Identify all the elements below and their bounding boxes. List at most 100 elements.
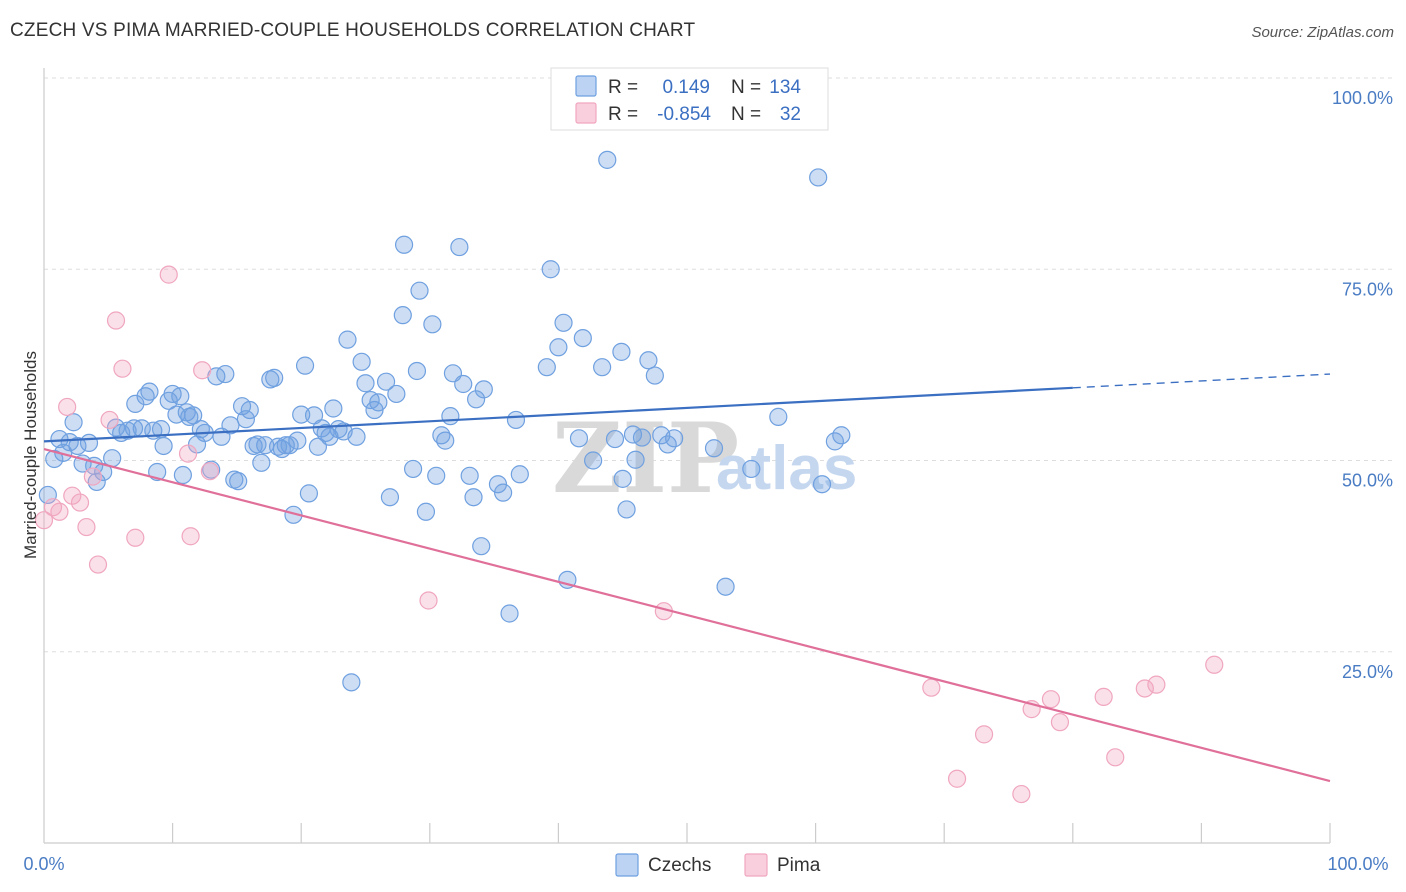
pima-point[interactable] [34, 511, 54, 530]
czechs-point[interactable] [569, 429, 589, 448]
pima-point[interactable] [193, 361, 212, 380]
czechs-point[interactable] [742, 459, 761, 479]
pima-point[interactable] [106, 311, 126, 330]
pima-point[interactable] [1012, 784, 1031, 804]
czechs-point[interactable] [140, 382, 159, 401]
czechs-point[interactable] [500, 604, 519, 623]
czechs-point[interactable] [229, 472, 248, 491]
pima-point[interactable] [100, 410, 119, 430]
czechs-point[interactable] [825, 432, 844, 451]
pima-point[interactable] [1050, 713, 1070, 732]
czechs-point[interactable] [450, 237, 469, 257]
czechs-point[interactable] [154, 436, 173, 456]
czechs-point[interactable] [436, 431, 455, 450]
pima-point[interactable] [58, 397, 77, 417]
czechs-point[interactable] [356, 374, 375, 393]
czechs-point[interactable] [171, 387, 190, 406]
czechs-point[interactable] [394, 235, 414, 254]
pima-point[interactable] [178, 444, 198, 463]
czechs-point[interactable] [276, 436, 295, 455]
czechs-point[interactable] [184, 406, 203, 425]
pima-point[interactable] [1094, 687, 1113, 706]
czechs-point[interactable] [474, 380, 493, 399]
czechs-point[interactable] [441, 407, 460, 426]
czechs-point[interactable] [549, 338, 568, 357]
pima-point[interactable] [63, 486, 82, 505]
pima-point[interactable] [83, 467, 102, 486]
czechs-point[interactable] [252, 453, 271, 472]
czechs-point[interactable] [380, 488, 400, 507]
pima-point[interactable] [181, 527, 200, 546]
czechs-point[interactable] [338, 330, 357, 349]
pima-point[interactable] [947, 769, 967, 788]
czechs-point[interactable] [352, 352, 371, 371]
pima-point[interactable] [974, 725, 994, 744]
czechs-point[interactable] [369, 393, 388, 412]
czechs-point[interactable] [221, 416, 240, 435]
czechs-point[interactable] [407, 361, 427, 381]
czechs-point[interactable] [510, 465, 529, 484]
czechs-point[interactable] [216, 364, 235, 384]
pima-point[interactable] [43, 498, 63, 517]
czechs-point[interactable] [506, 410, 526, 430]
czechs-point[interactable] [472, 537, 491, 556]
czechs-point[interactable] [626, 450, 645, 469]
pima-point[interactable] [1106, 748, 1125, 767]
pima-point[interactable] [200, 462, 219, 481]
pima-point[interactable] [70, 493, 90, 512]
bottom-legend-label-pima[interactable]: Pima [777, 855, 821, 876]
czechs-point[interactable] [45, 449, 64, 469]
bottom-legend-swatch-pima[interactable] [744, 853, 768, 877]
czechs-point[interactable] [79, 433, 99, 453]
czechs-point[interactable] [593, 358, 612, 377]
pima-point[interactable] [113, 359, 132, 378]
czechs-point[interactable] [427, 466, 446, 485]
czechs-point[interactable] [716, 577, 735, 596]
czechs-point[interactable] [665, 429, 684, 448]
czechs-point[interactable] [416, 502, 436, 521]
czechs-point[interactable] [376, 372, 396, 391]
czechs-point[interactable] [612, 342, 631, 361]
czechs-point[interactable] [466, 390, 486, 409]
pima-point[interactable] [50, 502, 69, 521]
czechs-point[interactable] [347, 427, 366, 446]
bottom-legend-label-czechs[interactable]: Czechs [648, 855, 711, 876]
czechs-point[interactable] [393, 306, 412, 325]
pima-point[interactable] [126, 528, 145, 547]
pima-point[interactable] [77, 517, 96, 537]
bottom-legend-swatch-czechs[interactable] [615, 853, 639, 877]
czechs-point[interactable] [236, 410, 256, 429]
czechs-point[interactable] [809, 168, 828, 187]
czechs-point[interactable] [812, 475, 832, 494]
czechs-point[interactable] [454, 374, 473, 394]
czechs-point[interactable] [537, 358, 556, 377]
czechs-point[interactable] [292, 405, 311, 424]
pima-point[interactable] [922, 678, 941, 697]
czechs-point[interactable] [387, 384, 406, 404]
czechs-point[interactable] [769, 407, 788, 426]
czechs-point[interactable] [645, 366, 664, 385]
czechs-point[interactable] [308, 437, 328, 456]
czechs-point[interactable] [464, 488, 483, 507]
czechs-point[interactable] [64, 413, 83, 432]
czechs-point[interactable] [613, 469, 632, 488]
pima-point[interactable] [1147, 675, 1166, 694]
czechs-point[interactable] [295, 356, 315, 375]
czechs-point[interactable] [494, 483, 513, 502]
source-label[interactable]: Source: ZipAtlas.com [1251, 24, 1394, 41]
pima-point[interactable] [159, 265, 178, 284]
czechs-point[interactable] [617, 500, 636, 519]
czechs-point[interactable] [423, 315, 442, 334]
czechs-point[interactable] [704, 439, 724, 458]
czechs-point[interactable] [573, 329, 592, 348]
czechs-point[interactable] [598, 150, 617, 169]
czechs-point[interactable] [541, 260, 560, 279]
czechs-point[interactable] [605, 429, 625, 449]
czechs-point[interactable] [68, 436, 87, 456]
pima-point[interactable] [419, 591, 438, 610]
pima-point[interactable] [1135, 679, 1154, 698]
czechs-point[interactable] [639, 351, 658, 370]
czechs-point[interactable] [265, 368, 284, 387]
czechs-point[interactable] [299, 484, 319, 503]
czechs-point[interactable] [342, 673, 361, 692]
